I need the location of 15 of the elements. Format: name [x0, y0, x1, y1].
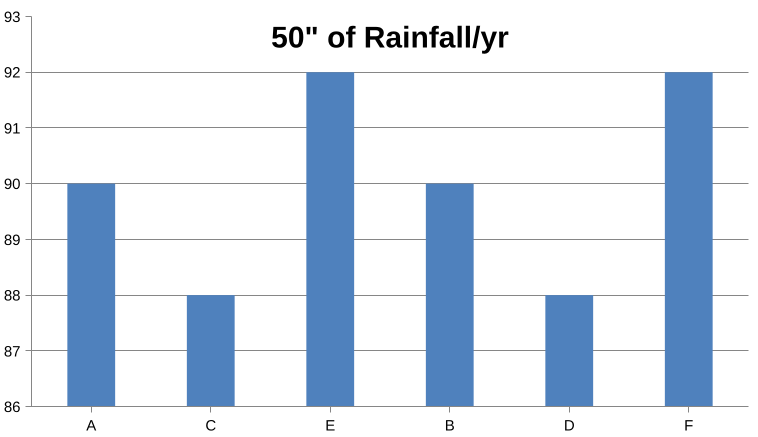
- x-tick-label: C: [205, 418, 216, 434]
- x-tick-label: F: [684, 418, 694, 434]
- y-tick-label: 91: [4, 120, 21, 138]
- y-tick-label: 86: [4, 399, 21, 416]
- y-tick-label: 92: [4, 64, 21, 82]
- y-tick-label: 90: [4, 176, 21, 194]
- chart-title: 50" of Rainfall/yr: [271, 22, 510, 54]
- x-tick-label: D: [564, 418, 575, 434]
- x-tick-label: E: [325, 418, 336, 434]
- y-tick-label: 93: [4, 9, 21, 26]
- x-tick-label: A: [86, 418, 96, 434]
- y-tick-label: 88: [4, 288, 21, 305]
- x-tick-label: B: [444, 418, 455, 434]
- y-tick-label: 89: [4, 232, 21, 249]
- y-tick-label: 87: [4, 343, 21, 360]
